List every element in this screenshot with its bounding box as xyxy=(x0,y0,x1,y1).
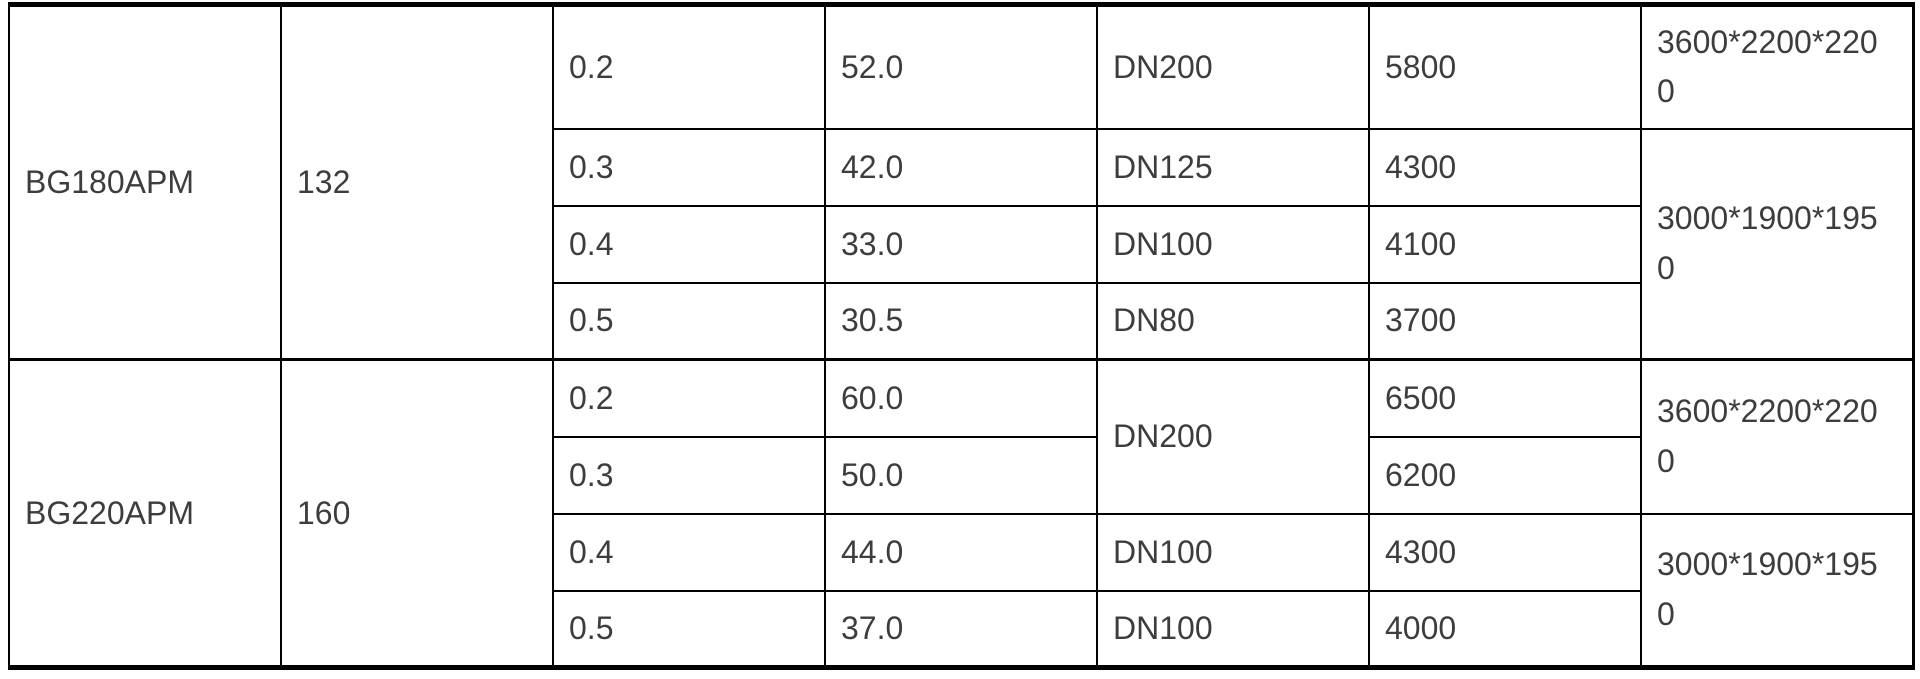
outlet-cell: DN200 xyxy=(1096,3,1370,130)
capacity-cell: 33.0 xyxy=(824,204,1098,284)
dimensions-cell: 3600*2200*2200 xyxy=(1640,358,1914,515)
table-row: BG180APM 132 0.2 52.0 DN200 5800 3600*22… xyxy=(8,3,1914,361)
weight-cell: 4300 xyxy=(1368,127,1642,207)
pressure-cell: 0.3 xyxy=(552,435,826,515)
model-cell: BG220APM xyxy=(8,358,282,669)
pressure-cell: 0.2 xyxy=(552,358,826,438)
pressure-cell: 0.5 xyxy=(552,589,826,669)
spec-table-container: BG180APM 132 0.2 52.0 DN200 5800 3600*22… xyxy=(8,2,1915,670)
capacity-cell: 42.0 xyxy=(824,127,1098,207)
pressure-cell: 0.5 xyxy=(552,281,826,361)
table-row: 0.5 30.5 DN80 3700 xyxy=(9,281,1913,361)
dimensions-text: 3000*1900*1950 xyxy=(1657,200,1878,286)
weight-cell: 6200 xyxy=(1368,435,1642,515)
capacity-cell: 37.0 xyxy=(824,589,1098,669)
capacity-cell: 44.0 xyxy=(824,512,1098,592)
table-row: 0.3 42.0 DN125 4300 3000*1900*1950 xyxy=(9,127,1914,361)
table-row: 0.5 37.0 DN100 4000 xyxy=(9,589,1913,669)
table-row: 0.4 33.0 DN100 4100 xyxy=(9,204,1913,284)
dimensions-cell: 3000*1900*1950 xyxy=(1640,512,1914,669)
table-row: BG220APM 160 0.2 60.0 DN200 6500 3600*22… xyxy=(8,358,1914,669)
dimensions-cell: 3600*2200*2200 xyxy=(1640,3,1914,130)
dimensions-text: 3000*1900*1950 xyxy=(1657,546,1878,632)
table-row: 0.3 50.0 6200 xyxy=(9,435,1913,515)
pressure-cell: 0.3 xyxy=(552,127,826,207)
model-cell: BG180APM xyxy=(8,3,282,361)
capacity-cell: 52.0 xyxy=(824,3,1098,130)
dimensions-cell: 3000*1900*1950 xyxy=(1640,127,1914,361)
weight-cell: 4000 xyxy=(1368,589,1642,669)
spec-table: BG180APM 132 0.2 52.0 DN200 5800 3600*22… xyxy=(8,2,1915,670)
table-row: 0.4 44.0 DN100 4300 3000*1900*1950 xyxy=(9,512,1914,669)
capacity-cell: 60.0 xyxy=(824,358,1098,438)
pressure-cell: 0.4 xyxy=(552,512,826,592)
outlet-cell: DN200 xyxy=(1096,358,1370,515)
weight-cell: 4100 xyxy=(1368,204,1642,284)
weight-cell: 3700 xyxy=(1368,281,1642,361)
motor-power-cell: 132 xyxy=(280,3,554,361)
outlet-cell: DN100 xyxy=(1096,589,1370,669)
weight-cell: 6500 xyxy=(1368,358,1642,438)
pressure-cell: 0.4 xyxy=(552,204,826,284)
dimensions-text: 3600*2200*2200 xyxy=(1657,23,1878,110)
capacity-cell: 50.0 xyxy=(824,435,1098,515)
outlet-cell: DN100 xyxy=(1096,512,1370,592)
pressure-cell: 0.2 xyxy=(552,3,826,130)
weight-cell: 5800 xyxy=(1368,3,1642,130)
dimensions-text: 3600*2200*2200 xyxy=(1657,393,1878,479)
motor-power-cell: 160 xyxy=(280,358,554,669)
capacity-cell: 30.5 xyxy=(824,281,1098,361)
weight-cell: 4300 xyxy=(1368,512,1642,592)
outlet-cell: DN100 xyxy=(1096,204,1370,284)
outlet-cell: DN80 xyxy=(1096,281,1370,361)
outlet-cell: DN125 xyxy=(1096,127,1370,207)
